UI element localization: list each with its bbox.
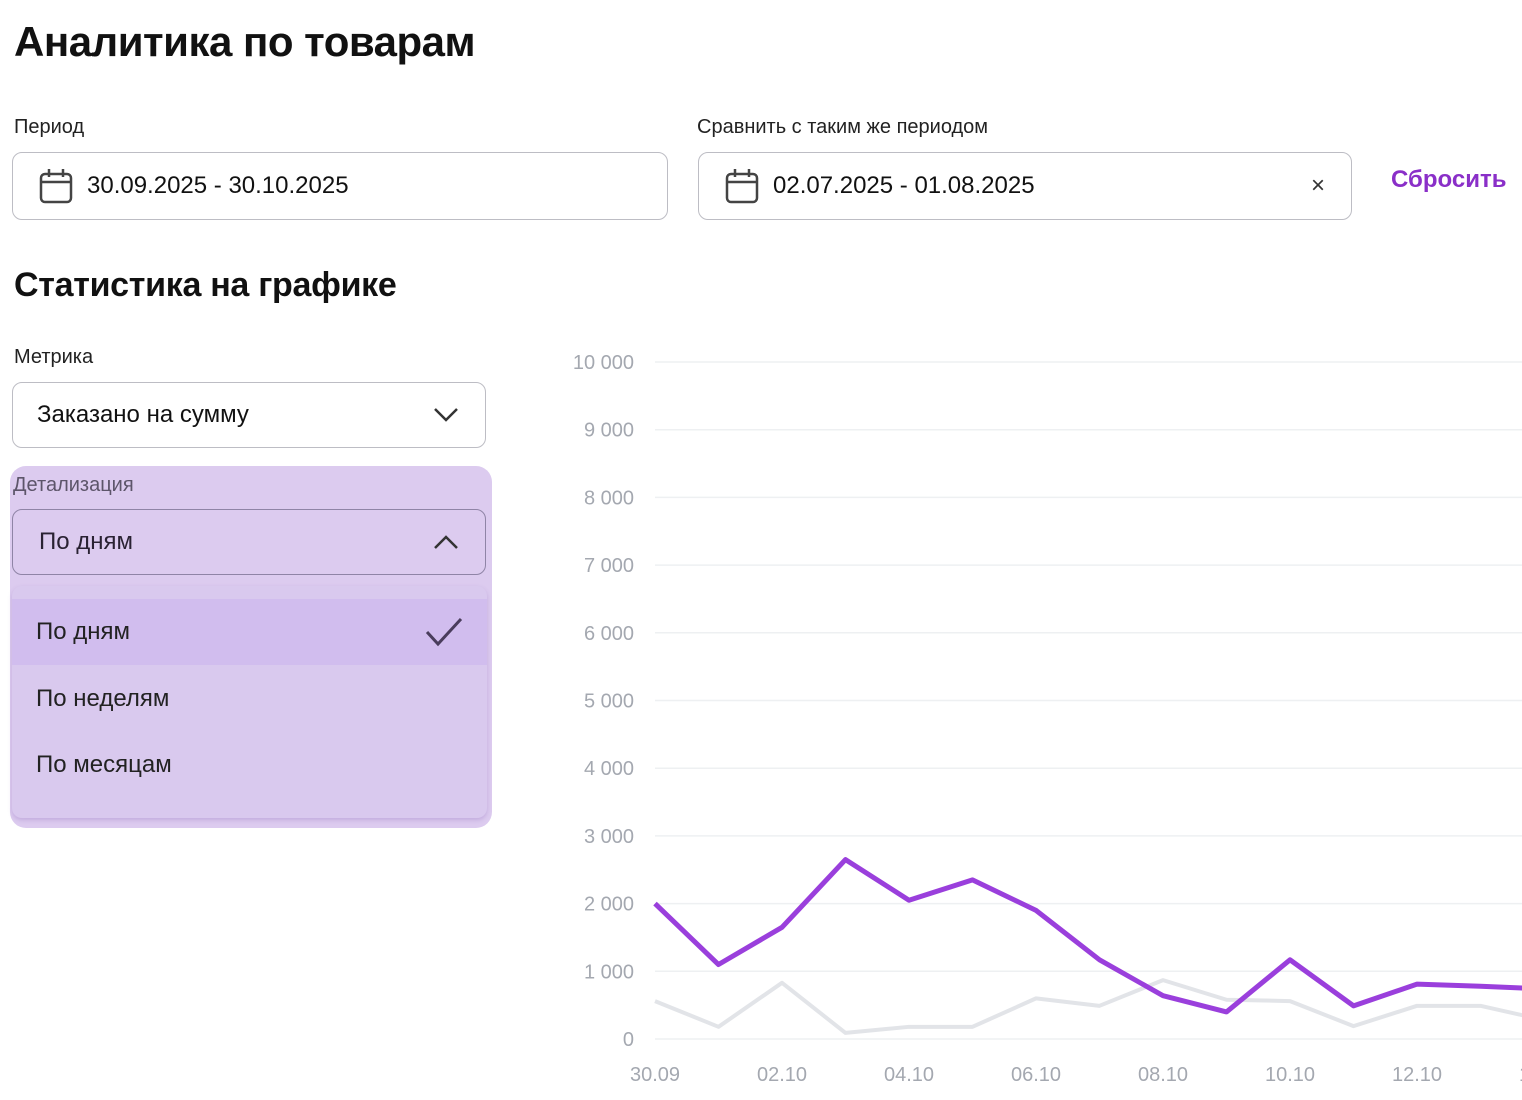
compare-date-picker[interactable]: 02.07.2025 - 01.08.2025 × — [698, 152, 1352, 220]
page-title: Аналитика по товарам — [14, 18, 476, 65]
period-date-picker[interactable]: 30.09.2025 - 30.10.2025 — [12, 152, 668, 220]
x-tick-label: 06.10 — [1011, 1064, 1061, 1086]
y-tick-label: 3 000 — [584, 826, 634, 848]
x-tick-label: 12.10 — [1392, 1064, 1442, 1086]
option-label: По месяцам — [36, 751, 172, 778]
metric-value: Заказано на сумму — [37, 401, 249, 428]
y-tick-label: 8 000 — [584, 487, 634, 509]
y-tick-label: 10 000 — [573, 352, 634, 374]
y-tick-label: 2 000 — [584, 894, 634, 916]
detail-select[interactable]: По дням — [12, 509, 486, 575]
close-icon[interactable]: × — [1310, 172, 1325, 199]
y-tick-label: 6 000 — [584, 623, 634, 645]
compare-value: 02.07.2025 - 01.08.2025 — [773, 172, 1035, 199]
y-tick-label: 4 000 — [584, 758, 634, 780]
calendar-icon — [725, 169, 759, 204]
x-tick-label: 14.10 — [1519, 1064, 1522, 1086]
option-label: По неделям — [36, 685, 170, 712]
metric-select[interactable]: Заказано на сумму — [12, 382, 486, 448]
chevron-up-icon — [434, 535, 458, 549]
y-tick-label: 1 000 — [584, 961, 634, 983]
option-by-weeks[interactable]: По неделям — [12, 666, 487, 732]
y-tick-label: 7 000 — [584, 555, 634, 577]
x-tick-label: 10.10 — [1265, 1064, 1315, 1086]
y-tick-label: 0 — [623, 1029, 634, 1051]
y-tick-label: 5 000 — [584, 691, 634, 713]
calendar-icon — [39, 169, 73, 204]
reset-button[interactable]: Сбросить — [1391, 166, 1507, 193]
period-label: Период — [14, 116, 85, 138]
compare-period-line — [654, 978, 1522, 1035]
x-tick-label: 02.10 — [757, 1064, 807, 1086]
x-tick-label: 30.09 — [630, 1064, 680, 1086]
x-tick-label: 08.10 — [1138, 1064, 1188, 1086]
x-tick-label: 04.10 — [884, 1064, 934, 1086]
option-by-months[interactable]: По месяцам — [12, 732, 487, 798]
metric-label: Метрика — [14, 346, 94, 368]
option-label: По дням — [36, 618, 131, 645]
detail-value: По дням — [39, 528, 134, 555]
compare-label: Сравнить с таким же периодом — [697, 116, 989, 138]
y-tick-label: 9 000 — [584, 420, 634, 442]
period-value: 30.09.2025 - 30.10.2025 — [87, 172, 349, 199]
detail-label: Детализация — [13, 474, 134, 496]
section-title: Статистика на графике — [14, 266, 397, 304]
option-by-days[interactable]: По дням — [12, 599, 487, 665]
chevron-down-icon — [434, 408, 458, 422]
detail-dropdown-list: По дням По неделям По месяцам — [12, 586, 487, 818]
check-icon — [425, 617, 463, 647]
current-period-line — [653, 857, 1522, 1015]
